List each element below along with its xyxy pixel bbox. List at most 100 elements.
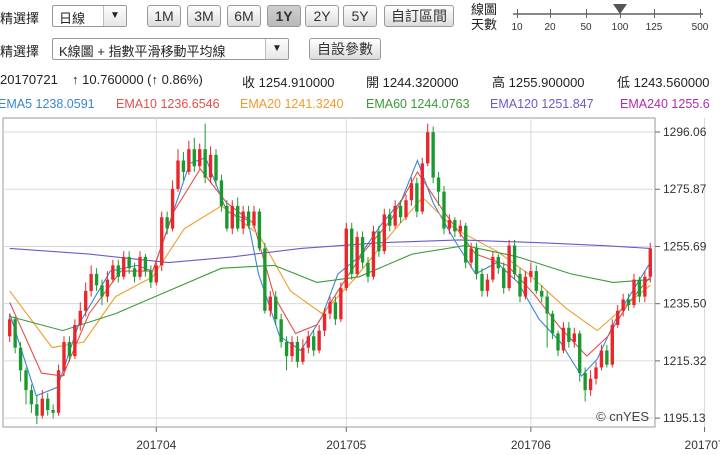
candle xyxy=(230,200,234,235)
candle-body xyxy=(100,285,104,297)
indicator-select[interactable]: K線圖 + 指數平滑移動平均線 ▼ xyxy=(52,38,289,60)
candle xyxy=(393,200,397,229)
plot-frame xyxy=(2,117,656,428)
candle-body xyxy=(350,228,354,274)
candle-body xyxy=(13,319,17,348)
candle-body xyxy=(583,373,587,391)
candle-body xyxy=(648,248,652,277)
candle xyxy=(567,322,571,348)
candle xyxy=(176,149,180,192)
candle xyxy=(328,296,332,320)
candle-body xyxy=(154,265,158,283)
candle xyxy=(512,239,517,280)
candle-body xyxy=(447,220,452,229)
candle xyxy=(73,319,77,359)
candle-body xyxy=(219,180,224,206)
candle xyxy=(496,254,500,274)
candle xyxy=(377,225,381,257)
candle xyxy=(355,231,359,277)
candle-body xyxy=(284,341,289,357)
slider-thumb-icon[interactable] xyxy=(613,4,627,14)
candle-body xyxy=(594,367,598,379)
candle-body xyxy=(295,341,300,362)
quote-date: 20170721 xyxy=(0,72,58,87)
candle xyxy=(67,336,72,362)
candle-body xyxy=(143,256,148,272)
candle-body xyxy=(8,319,12,337)
x-tick-label: 201707 xyxy=(685,438,720,452)
candle-body xyxy=(431,132,435,178)
candle xyxy=(187,140,191,175)
candle-body xyxy=(24,370,28,391)
range-button-1m[interactable]: 1M xyxy=(147,5,181,27)
candle-body xyxy=(469,248,473,263)
range-button-6m[interactable]: 6M xyxy=(227,5,261,27)
candle xyxy=(122,251,126,280)
candle xyxy=(322,307,327,337)
y-tick-label: 1235.50 xyxy=(663,297,707,311)
candle xyxy=(594,361,598,385)
candle-body xyxy=(610,324,614,365)
candle-body xyxy=(230,205,234,229)
candle xyxy=(550,310,555,340)
range-button-3m[interactable]: 3M xyxy=(187,5,221,27)
candle xyxy=(51,404,55,419)
candle xyxy=(268,290,272,317)
annotation: 7/17© cnYES xyxy=(596,409,649,424)
candle-body xyxy=(149,271,153,283)
range-button-1y[interactable]: 1Y xyxy=(267,5,301,27)
candle-body xyxy=(51,409,55,413)
candle xyxy=(453,217,457,238)
candle-body xyxy=(588,378,593,391)
row2-label: 精選擇 xyxy=(0,44,40,59)
candle xyxy=(208,146,213,184)
candle-body xyxy=(35,404,39,416)
candle-body xyxy=(312,336,316,351)
custom-params-button[interactable]: 自設參數 xyxy=(309,38,381,60)
candle-body xyxy=(529,271,533,277)
ema-line-ema20 xyxy=(9,196,651,349)
candle-body xyxy=(236,205,240,229)
range-button-5y[interactable]: 5Y xyxy=(343,5,377,27)
candle xyxy=(56,364,61,416)
candle-body xyxy=(420,163,424,212)
candle-body xyxy=(523,276,528,297)
candle xyxy=(409,177,414,206)
candle-body xyxy=(616,310,620,325)
candle-body xyxy=(46,398,50,410)
candle-body xyxy=(84,290,88,311)
candle xyxy=(78,302,82,331)
candle xyxy=(360,231,365,269)
candle-body xyxy=(550,313,555,334)
candle xyxy=(523,271,528,300)
candle xyxy=(583,367,587,402)
candle xyxy=(339,282,343,323)
candle-body xyxy=(567,327,571,342)
candle-body xyxy=(502,268,506,289)
candle xyxy=(431,126,435,184)
candle-body xyxy=(572,333,576,342)
candle xyxy=(219,174,224,212)
candle-body xyxy=(317,330,321,351)
y-tick-label: 1255.69 xyxy=(663,239,707,253)
quote-close: 收 1254.910000 xyxy=(242,75,335,90)
line-days-label-bottom: 天數 xyxy=(471,17,498,32)
custom-range-button[interactable]: 自訂區間 xyxy=(384,5,454,27)
candle xyxy=(111,259,115,283)
candle xyxy=(317,324,321,354)
period-select[interactable]: 日線 ▼ xyxy=(52,5,127,27)
candle-body xyxy=(257,211,262,249)
candle xyxy=(127,251,131,274)
y-tick-label: 1215.32 xyxy=(663,354,707,368)
candle xyxy=(534,265,538,294)
range-button-2y[interactable]: 2Y xyxy=(305,5,339,27)
row1-label: 精選擇 xyxy=(0,11,40,26)
candle-body xyxy=(426,132,430,164)
candle xyxy=(165,211,169,235)
candle xyxy=(181,152,186,181)
watermark: © cnYES xyxy=(596,409,649,424)
candle-body xyxy=(187,149,191,172)
candle xyxy=(290,336,294,362)
candle xyxy=(442,186,446,235)
ema-legend: EMA5 1238.0591 EMA10 1236.6546 EMA20 1241.… xyxy=(0,97,720,113)
